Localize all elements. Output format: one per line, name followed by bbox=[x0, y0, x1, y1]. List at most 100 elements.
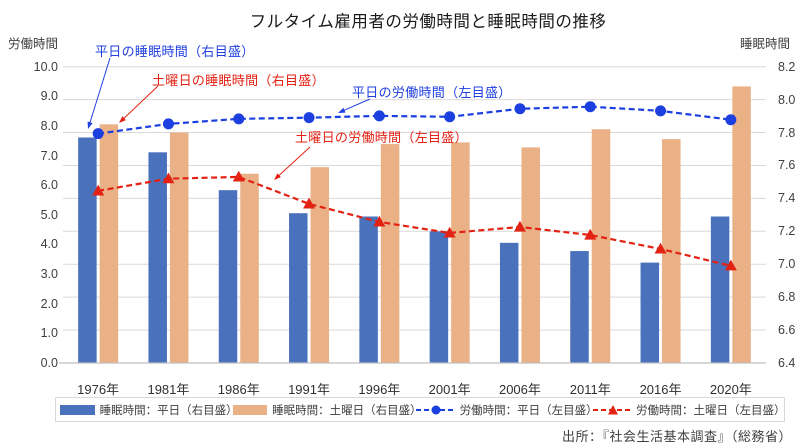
left-axis-title: 労働時間 bbox=[8, 37, 59, 51]
marker-triangle bbox=[724, 259, 737, 271]
line-work-weekday bbox=[97, 105, 731, 135]
x-axis-label: 2020年 bbox=[709, 382, 752, 397]
right-axis-title: 睡眠時間 bbox=[740, 37, 791, 51]
legend-label: 睡眠時間：土曜日（右目盛） bbox=[272, 404, 422, 417]
annotation-weekday-work: 平日の労働時間（左目盛） bbox=[352, 85, 512, 100]
marker-triangle bbox=[92, 184, 105, 196]
legend-item-work-weekday: 労働時間：平日（左目盛） bbox=[416, 402, 598, 418]
right-axis-tick: 6.4 bbox=[778, 356, 796, 370]
marker-circle bbox=[655, 105, 667, 117]
left-axis-tick: 5.0 bbox=[40, 207, 58, 222]
bar-sleep-saturday bbox=[99, 124, 119, 363]
x-axis-label: 1996年 bbox=[358, 382, 401, 397]
bar-sleep-weekday bbox=[218, 190, 238, 363]
x-axis-label: 1991年 bbox=[288, 382, 330, 397]
annotation-arrow bbox=[89, 57, 111, 124]
marker-circle bbox=[92, 128, 104, 140]
x-axis-label: 1986年 bbox=[217, 382, 260, 397]
x-axis-label: 1976年 bbox=[77, 382, 120, 397]
marker-triangle bbox=[443, 226, 456, 238]
right-axis-tick: 7.2 bbox=[778, 224, 796, 239]
x-axis-label: 2016年 bbox=[639, 382, 682, 397]
marker-circle bbox=[162, 118, 174, 130]
x-axis-label: 2011年 bbox=[569, 382, 611, 397]
right-axis-tick: 6.8 bbox=[778, 290, 796, 305]
marker-triangle bbox=[303, 197, 316, 209]
annotation-arrow bbox=[278, 146, 311, 177]
legend: 睡眠時間：平日（右目盛） 睡眠時間：土曜日（右目盛） 労働時間：平日（左目盛） … bbox=[55, 397, 786, 422]
marker-circle bbox=[514, 103, 526, 115]
bar-sleep-weekday bbox=[710, 216, 730, 363]
legend-label: 労働時間：平日（左目盛） bbox=[459, 404, 598, 417]
marker-circle bbox=[444, 111, 456, 123]
legend-swatch-orange-bar bbox=[232, 404, 268, 415]
legend-item-sleep-weekday: 睡眠時間：平日（右目盛） bbox=[60, 402, 238, 418]
left-axis-tick: 4.0 bbox=[40, 237, 58, 252]
legend-item-work-saturday: 労働時間：土曜日（左目盛） bbox=[592, 402, 786, 418]
legend-marker-blue-line-icon bbox=[416, 405, 455, 414]
bar-sleep-saturday bbox=[310, 167, 330, 363]
annotation-arrowhead bbox=[338, 107, 346, 113]
annotation-arrowhead bbox=[274, 173, 281, 180]
right-axis-tick: 7.8 bbox=[778, 125, 796, 140]
bar-sleep-weekday bbox=[359, 216, 378, 363]
annotation-arrowhead bbox=[119, 116, 126, 123]
marker-triangle bbox=[162, 172, 175, 184]
marker-triangle bbox=[232, 170, 245, 182]
annotation-weekday-sleep: 平日の睡眠時間（右目盛） bbox=[95, 44, 255, 59]
left-axis-tick: 10.0 bbox=[33, 59, 58, 74]
bar-sleep-saturday bbox=[732, 86, 751, 363]
marker-triangle bbox=[513, 220, 526, 232]
bar-sleep-weekday bbox=[78, 137, 97, 363]
left-axis-tick: 1.0 bbox=[40, 326, 58, 341]
legend-marker-red-line-icon bbox=[592, 404, 632, 414]
marker-triangle bbox=[373, 215, 386, 227]
bar-sleep-saturday bbox=[169, 132, 189, 363]
bar-sleep-saturday bbox=[451, 142, 470, 363]
line-work-saturday bbox=[97, 175, 732, 267]
x-axis-label: 1981年 bbox=[147, 382, 190, 397]
bar-sleep-weekday bbox=[499, 242, 519, 363]
bar-sleep-weekday bbox=[640, 262, 660, 363]
annotation-arrow bbox=[123, 85, 159, 120]
annotation-arrow bbox=[343, 98, 371, 112]
right-axis-tick: 7.6 bbox=[778, 158, 796, 173]
annotation-saturday-sleep: 土曜日の睡眠時間（右目盛） bbox=[152, 73, 325, 88]
legend-item-sleep-saturday: 睡眠時間：土曜日（右目盛） bbox=[232, 402, 422, 418]
bar-sleep-saturday bbox=[591, 129, 611, 363]
bar-sleep-weekday bbox=[429, 231, 449, 363]
left-axis-tick: 9.0 bbox=[40, 89, 58, 104]
left-axis-tick: 6.0 bbox=[40, 178, 58, 193]
legend-swatch-blue-bar bbox=[60, 404, 95, 415]
bar-sleep-weekday bbox=[289, 213, 308, 363]
marker-circle bbox=[584, 101, 596, 113]
bar-sleep-weekday bbox=[570, 251, 589, 363]
left-axis-tick: 0.0 bbox=[40, 356, 58, 370]
marker-circle bbox=[233, 113, 245, 125]
annotation-arrowhead bbox=[87, 121, 93, 129]
legend-label: 睡眠時間：平日（右目盛） bbox=[99, 404, 238, 417]
marker-circle bbox=[725, 114, 737, 126]
legend-label: 労働時間：土曜日（左目盛） bbox=[636, 404, 786, 417]
right-axis-tick: 8.0 bbox=[778, 92, 796, 107]
marker-triangle bbox=[654, 242, 667, 254]
bar-sleep-saturday bbox=[240, 173, 259, 363]
right-axis-tick: 6.6 bbox=[778, 323, 796, 338]
left-axis-tick: 7.0 bbox=[40, 148, 58, 163]
annotation-saturday-work: 土曜日の労働時間（左目盛） bbox=[295, 130, 468, 145]
marker-circle bbox=[303, 112, 315, 124]
bar-sleep-weekday bbox=[148, 152, 167, 363]
marker-circle bbox=[373, 110, 385, 122]
right-axis-tick: 7.4 bbox=[778, 191, 796, 206]
chart-title: フルタイム雇用者の労働時間と睡眠時間の推移 bbox=[249, 13, 607, 31]
left-axis-tick: 2.0 bbox=[40, 296, 58, 311]
left-axis-tick: 8.0 bbox=[40, 118, 58, 133]
source-note: 出所：『社会生活基本調査』（総務省） bbox=[561, 429, 792, 444]
bar-sleep-saturday bbox=[521, 147, 540, 363]
bar-sleep-saturday bbox=[380, 144, 400, 363]
marker-triangle bbox=[584, 228, 597, 240]
left-axis-tick: 3.0 bbox=[40, 267, 58, 282]
right-axis-tick: 8.2 bbox=[778, 59, 796, 74]
